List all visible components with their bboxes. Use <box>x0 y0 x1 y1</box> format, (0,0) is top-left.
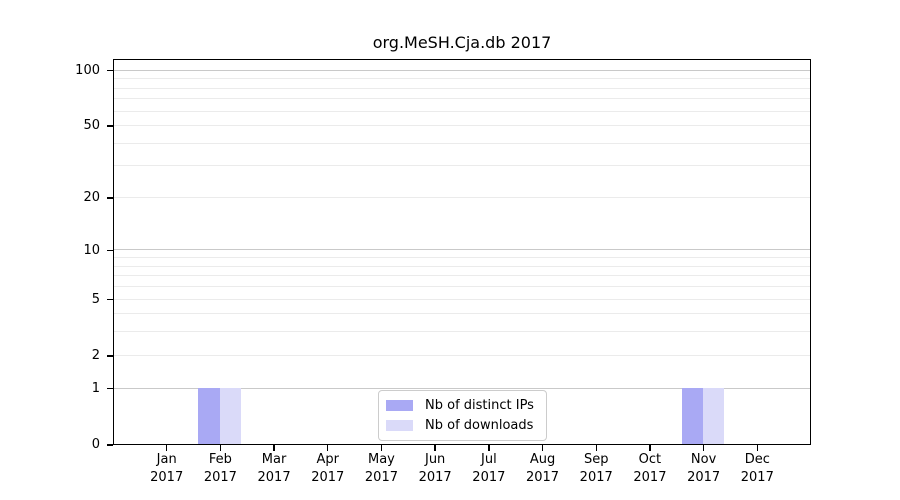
y-tick-label: 0 <box>91 437 100 452</box>
minor-gridline <box>114 87 810 89</box>
x-tick-mark <box>702 445 705 451</box>
x-tick-mark <box>756 445 758 451</box>
x-tick-label: Feb 2017 <box>203 452 237 485</box>
bar-feb-nb-of-distinct-ips <box>198 387 220 444</box>
minor-gridline <box>114 125 810 127</box>
legend-swatch-distinct-ips <box>386 400 413 411</box>
major-gridline <box>114 69 810 71</box>
legend: Nb of distinct IPs Nb of downloads <box>378 390 547 441</box>
y-tick-mark <box>107 388 113 390</box>
minor-gridline <box>114 98 810 100</box>
major-gridline <box>114 249 810 251</box>
x-tick-label: Apr 2017 <box>311 452 345 485</box>
x-tick-mark <box>541 445 544 451</box>
x-tick-label: Jul 2017 <box>472 452 506 485</box>
minor-gridline <box>114 354 810 356</box>
y-tick-mark <box>107 125 113 127</box>
minor-gridline <box>114 196 810 198</box>
legend-label-downloads: Nb of downloads <box>425 418 534 433</box>
bar-feb-nb-of-downloads <box>219 387 242 444</box>
x-tick-mark <box>595 445 597 451</box>
x-tick-label: Oct 2017 <box>633 452 667 485</box>
chart-title: org.MeSH.Cja.db 2017 <box>372 33 552 52</box>
x-tick-mark <box>380 445 383 451</box>
y-tick-label: 1 <box>91 380 100 396</box>
minor-gridline <box>114 257 810 259</box>
x-tick-mark <box>488 445 490 451</box>
minor-gridline <box>114 165 810 167</box>
y-tick-label: 50 <box>83 118 100 134</box>
bar-nov-nb-of-downloads <box>703 387 725 444</box>
y-tick-mark <box>107 444 113 446</box>
y-tick-label: 5 <box>91 291 100 307</box>
minor-gridline <box>114 286 810 288</box>
x-tick-label: May 2017 <box>364 452 398 485</box>
x-tick-mark <box>165 445 168 451</box>
y-tick-mark <box>107 298 113 301</box>
legend-item-distinct-ips: Nb of distinct IPs <box>386 397 534 414</box>
minor-gridline <box>114 298 810 300</box>
x-tick-label: Dec 2017 <box>740 452 774 485</box>
x-tick-label: Jun 2017 <box>418 452 452 485</box>
y-tick-mark <box>107 197 113 199</box>
major-gridline <box>114 387 810 389</box>
x-tick-mark <box>649 445 651 451</box>
legend-swatch-downloads <box>386 420 413 431</box>
y-tick-label: 2 <box>91 347 100 363</box>
y-tick-mark <box>107 355 113 357</box>
legend-item-downloads: Nb of downloads <box>386 417 534 434</box>
x-tick-mark <box>327 445 329 451</box>
minor-gridline <box>114 110 810 112</box>
legend-label-distinct-ips: Nb of distinct IPs <box>425 398 534 413</box>
x-tick-label: Nov 2017 <box>687 452 721 485</box>
minor-gridline <box>114 313 810 315</box>
x-tick-label: Aug 2017 <box>525 452 560 485</box>
y-tick-label: 20 <box>83 190 100 206</box>
x-tick-mark <box>219 445 222 451</box>
x-tick-label: Sep 2017 <box>579 452 613 485</box>
y-tick-mark <box>107 70 113 72</box>
minor-gridline <box>114 331 810 333</box>
bar-nov-nb-of-distinct-ips <box>681 387 703 444</box>
x-tick-label: Mar 2017 <box>257 452 291 485</box>
y-tick-mark <box>107 249 113 252</box>
minor-gridline <box>114 275 810 277</box>
y-tick-label: 100 <box>75 62 100 78</box>
y-tick-label: 10 <box>83 242 100 258</box>
x-tick-mark <box>434 445 436 451</box>
minor-gridline <box>114 78 810 80</box>
minor-gridline <box>114 142 810 144</box>
x-tick-label: Jan 2017 <box>150 452 184 485</box>
x-tick-mark <box>273 445 275 451</box>
minor-gridline <box>114 265 810 267</box>
plot-area <box>113 59 811 445</box>
